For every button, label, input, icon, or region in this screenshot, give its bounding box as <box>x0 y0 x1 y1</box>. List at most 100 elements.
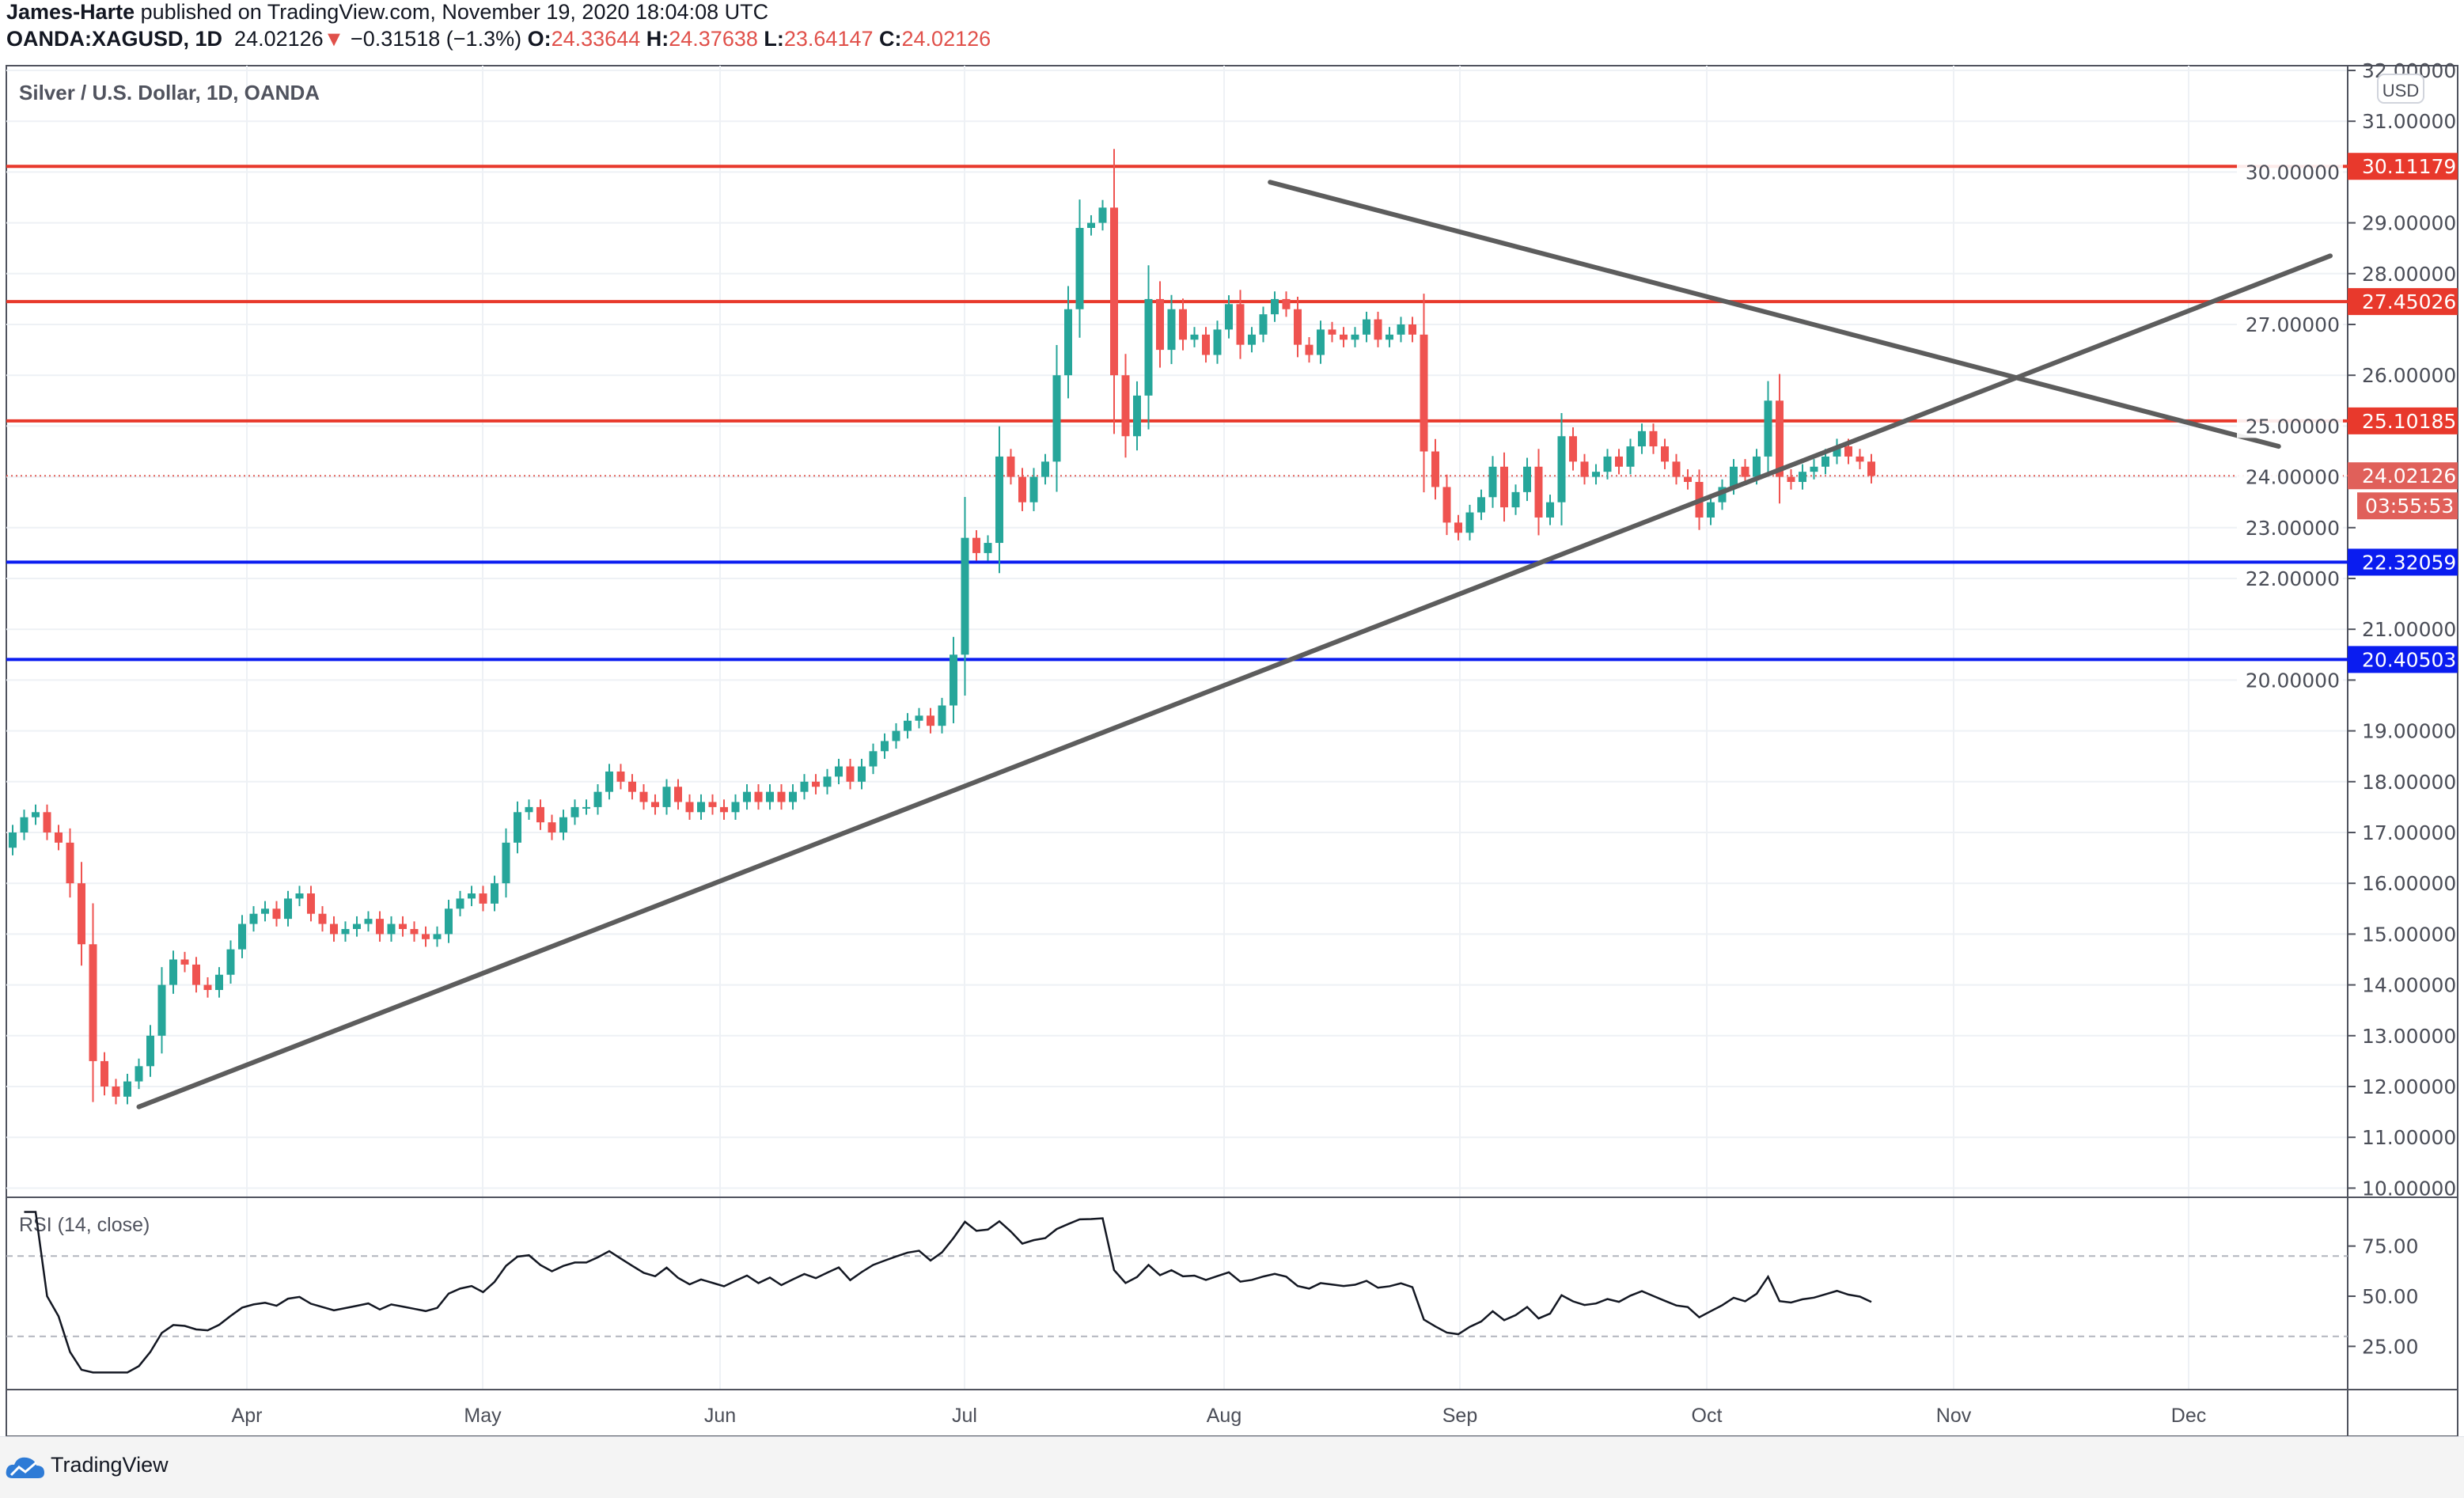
candle-down <box>1202 334 1210 355</box>
candle-up <box>1833 446 1841 457</box>
price-chart[interactable]: 10.00000 11.00000 12.00000 13.00000 14.00000… <box>0 0 2464 1436</box>
candle-down <box>639 791 648 802</box>
down-arrow-icon: ▼ <box>323 27 345 51</box>
candle-down <box>1661 446 1669 462</box>
candle-up <box>823 776 832 787</box>
last-price-label: 24.02126 <box>2362 465 2456 487</box>
candle-down <box>89 944 97 1061</box>
candle-up <box>904 720 912 731</box>
candle-up <box>1317 329 1325 355</box>
candle-up <box>261 908 269 914</box>
time-axis-label: Aug <box>1207 1405 1241 1427</box>
open-value: 24.33644 <box>551 27 641 51</box>
price-axis-label-backing <box>2237 668 2343 692</box>
rsi-axis-label: 50.00 <box>2362 1285 2419 1308</box>
candle-down <box>1110 207 1118 376</box>
rsi-axis-label: 75.00 <box>2362 1235 2419 1258</box>
candle-down <box>272 908 281 920</box>
candle-up <box>20 817 28 832</box>
candle-down <box>1856 456 1864 462</box>
candle-up <box>1190 334 1199 340</box>
candle-up <box>697 802 705 813</box>
candle-up <box>582 806 590 809</box>
candle-up <box>1259 314 1268 335</box>
candle-up <box>869 751 878 767</box>
currency-badge <box>2377 74 2424 104</box>
candle-down <box>1569 436 1577 462</box>
candle-down <box>812 781 820 787</box>
price-axis-label: 15.00000 <box>2362 923 2456 946</box>
price-axis-label: 10.00000 <box>2362 1177 2456 1200</box>
author[interactable]: James-Harte <box>6 0 135 24</box>
candle-down <box>180 959 189 965</box>
candle-up <box>1052 375 1061 462</box>
price-axis-label: 30.00000 <box>2246 161 2340 184</box>
candle-up <box>1753 456 1761 477</box>
candle-up <box>1511 491 1520 508</box>
support-price-label: 20.40503 <box>2362 648 2456 671</box>
candle-up <box>1603 456 1612 472</box>
candle-down <box>1431 451 1439 487</box>
price-axis-label-backing <box>2237 414 2343 438</box>
candle-up <box>559 817 567 832</box>
candle-up <box>1477 497 1485 513</box>
candle-up <box>364 919 373 924</box>
candle-down <box>628 781 636 792</box>
candle-up <box>135 1066 143 1082</box>
candle-down <box>1236 304 1245 345</box>
candle-down <box>674 787 682 802</box>
candle-down <box>376 919 384 935</box>
price-axis-label-backing <box>2237 515 2343 540</box>
candle-down <box>1534 466 1543 518</box>
candle-up <box>1087 222 1095 229</box>
candle-up <box>892 730 900 741</box>
candle-down <box>1420 334 1428 452</box>
candle-up <box>1386 334 1393 340</box>
candle-up <box>789 791 797 802</box>
support-price-tag <box>2348 646 2458 673</box>
candle-up <box>1271 298 1279 315</box>
candle-up <box>525 806 533 813</box>
candle-down <box>1442 487 1451 523</box>
candle-down <box>1580 461 1589 477</box>
candle-up <box>456 898 464 909</box>
candle-up <box>1557 436 1566 502</box>
candle-down <box>330 923 338 935</box>
candle-up <box>249 913 258 924</box>
candle-down <box>78 883 85 945</box>
tradingview-cloud-icon[interactable] <box>5 1453 46 1481</box>
candle-up <box>1213 329 1222 355</box>
time-axis-label: Jul <box>952 1405 977 1427</box>
candle-down <box>1018 476 1026 502</box>
candle-down <box>616 771 625 782</box>
price-axis-label: 14.00000 <box>2362 974 2456 997</box>
time-axis-label: Oct <box>1692 1405 1723 1427</box>
candle-up <box>766 791 774 802</box>
candle-up <box>1488 466 1497 498</box>
candle-down <box>1776 400 1784 477</box>
candle-up <box>491 883 498 904</box>
candle-up <box>9 832 17 848</box>
candle-up <box>353 923 361 929</box>
symbol-info: OANDA:XAGUSD, 1D 24.02126▼ −0.31518 (−1.… <box>6 27 991 51</box>
candle-up <box>1764 400 1772 457</box>
candle-up <box>445 908 453 935</box>
candle-up <box>1098 207 1107 223</box>
candle-down <box>548 822 556 832</box>
candle-down <box>972 537 980 553</box>
open-label: O: <box>527 27 552 51</box>
candle-down <box>1672 461 1681 477</box>
price-axis-label-backing <box>2237 465 2343 489</box>
currency-label: USD <box>2382 81 2419 100</box>
candle-up <box>571 806 579 817</box>
candle-down <box>1867 461 1875 476</box>
time-axis-label: Jun <box>704 1405 736 1427</box>
candle-down <box>1787 476 1795 483</box>
last-price: 24.02126 <box>234 27 324 51</box>
candle-up <box>938 705 946 726</box>
candle-down <box>1615 456 1623 467</box>
candle-up <box>1167 309 1176 351</box>
candle-up <box>605 771 613 792</box>
tradingview-brand[interactable]: TradingView <box>51 1453 169 1477</box>
price-axis-label: 23.00000 <box>2246 517 2340 540</box>
